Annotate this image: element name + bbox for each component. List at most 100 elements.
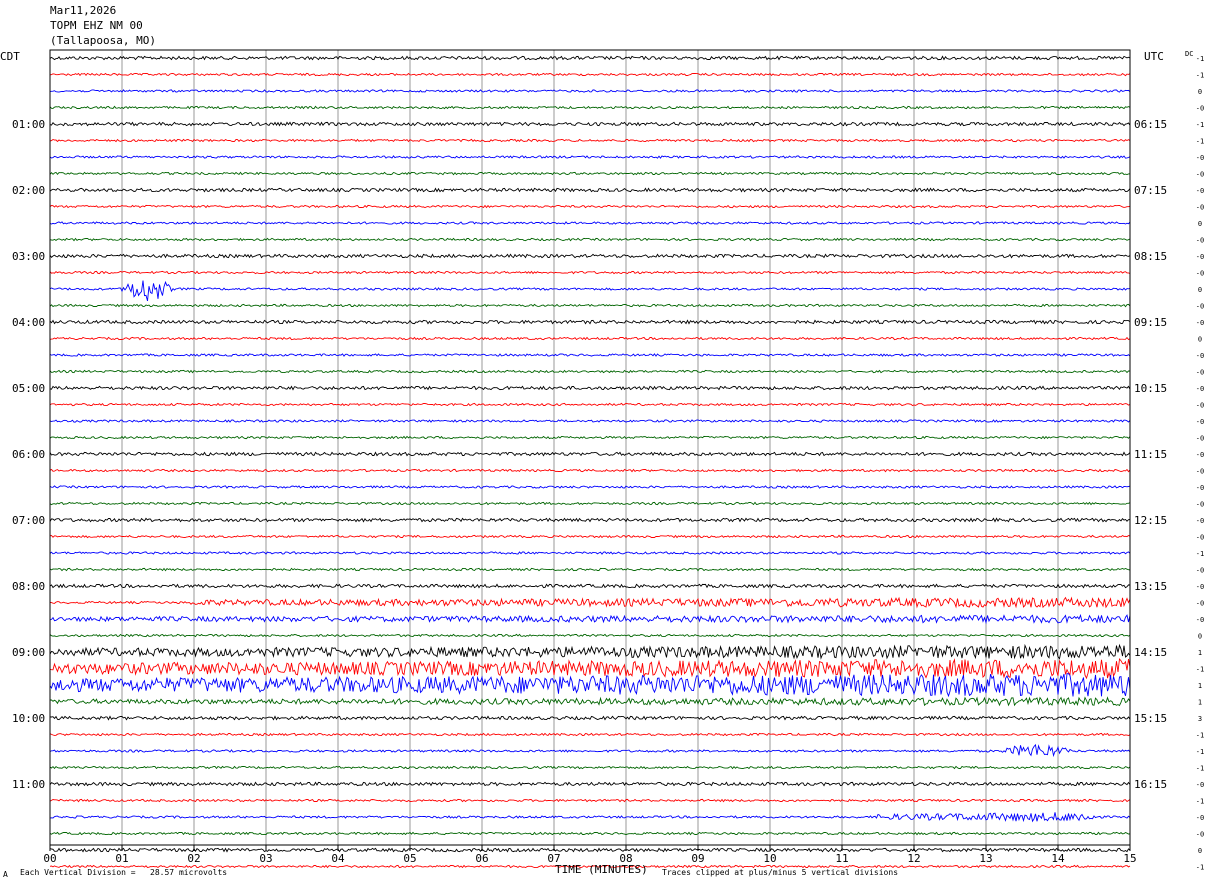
left-hour-label: 08:00 — [12, 580, 45, 593]
trace-line — [49, 613, 1131, 625]
x-tick-label: 06 — [475, 852, 488, 865]
trace-line — [49, 468, 1131, 473]
right-hour-label: 12:15 — [1134, 514, 1167, 527]
x-axis-title: TIME (MINUTES) — [555, 863, 648, 876]
dc-offset-value: -1 — [1196, 748, 1204, 756]
trace-line — [49, 831, 1131, 836]
dc-offset-value: -0 — [1196, 303, 1204, 311]
dc-offset-value: 0 — [1198, 88, 1202, 96]
trace-line — [49, 138, 1131, 143]
trace-line — [49, 55, 1131, 61]
trace-line — [49, 385, 1131, 391]
right-hour-label: 10:15 — [1134, 382, 1167, 395]
dc-offset-value: -0 — [1196, 253, 1204, 261]
trace-line — [49, 798, 1131, 803]
dc-offset-value: -1 — [1196, 864, 1204, 872]
dc-offset-value: -0 — [1196, 583, 1204, 591]
left-hour-label: 01:00 — [12, 118, 45, 131]
trace-line — [49, 643, 1131, 660]
dc-offset-value: 0 — [1198, 336, 1202, 344]
trace-line — [49, 534, 1131, 539]
dc-offset-value: -0 — [1196, 352, 1204, 360]
trace-line — [49, 435, 1131, 440]
dc-offset-value: -1 — [1196, 798, 1204, 806]
dc-offset-value: -0 — [1196, 814, 1204, 822]
right-hour-label: 08:15 — [1134, 250, 1167, 263]
trace-line — [49, 221, 1131, 225]
right-hour-label: 07:15 — [1134, 184, 1167, 197]
x-tick-label: 00 — [43, 852, 56, 865]
dc-offset-value: -0 — [1196, 171, 1204, 179]
x-tick-label: 12 — [907, 852, 920, 865]
trace-line — [49, 369, 1130, 374]
dc-offset-value: 0 — [1198, 633, 1202, 641]
plot-date: Mar11,2026 — [50, 4, 117, 17]
dc-offset-value: 0 — [1198, 847, 1202, 855]
trace-line — [49, 402, 1131, 407]
trace-line — [49, 501, 1131, 506]
dc-offset-value: -0 — [1196, 831, 1204, 839]
trace-line — [49, 583, 1131, 589]
dc-offset-value: -1 — [1196, 666, 1204, 674]
dc-offset-value: -0 — [1196, 105, 1204, 113]
x-tick-label: 10 — [763, 852, 776, 865]
dc-offset-value: -0 — [1196, 385, 1204, 393]
trace-line — [49, 485, 1131, 489]
dc-offset-value: -0 — [1196, 600, 1204, 608]
right-hour-label: 14:15 — [1134, 646, 1167, 659]
dc-offset-value: -0 — [1196, 616, 1204, 624]
trace-line — [49, 155, 1131, 159]
right-hour-label: 09:15 — [1134, 316, 1167, 329]
trace-line — [49, 89, 1131, 93]
trace-line — [49, 743, 1131, 758]
x-tick-label: 04 — [331, 852, 345, 865]
trace-line — [49, 419, 1131, 423]
trace-line — [49, 204, 1131, 209]
dc-offset-value: -0 — [1196, 534, 1204, 542]
dc-offset-value: 0 — [1198, 286, 1202, 294]
x-tick-label: 13 — [979, 852, 992, 865]
trace-line — [49, 596, 1131, 609]
trace-line — [49, 237, 1131, 242]
dc-offset-value: -0 — [1196, 270, 1204, 278]
dc-offset-value: -0 — [1196, 402, 1204, 410]
trace-line — [49, 517, 1131, 523]
right-hour-label: 13:15 — [1134, 580, 1167, 593]
dc-offset-value: -0 — [1196, 418, 1204, 426]
dc-offset-value: 3 — [1198, 715, 1202, 723]
x-tick-label: 03 — [259, 852, 272, 865]
trace-line — [49, 353, 1131, 357]
dc-offset-value: 0 — [1198, 220, 1202, 228]
trace-line — [49, 673, 1131, 698]
dc-offset-value: 1 — [1198, 682, 1202, 690]
left-hour-label: 11:00 — [12, 778, 45, 791]
x-tick-label: 02 — [187, 852, 200, 865]
dc-offset-value: -0 — [1196, 501, 1204, 509]
station-code: TOPM EHZ NM 00 — [50, 19, 143, 32]
station-location: (Tallapoosa, MO) — [50, 34, 156, 47]
trace-line — [49, 657, 1131, 680]
minute-gridlines — [49, 50, 1131, 851]
corner-mark: A — [3, 870, 8, 879]
dc-offset-value: -0 — [1196, 567, 1204, 575]
right-timezone-label: UTC — [1144, 50, 1164, 63]
trace-line — [49, 336, 1131, 341]
left-hour-label: 09:00 — [12, 646, 45, 659]
time-labels: 00 01 02 03 04 05 06 07 08 09 10 11 12 13 14 15-1-10-0-… — [12, 55, 1204, 872]
trace-line — [49, 280, 1131, 302]
trace-line — [49, 551, 1131, 555]
trace-line — [49, 715, 1131, 721]
right-hour-label: 16:15 — [1134, 778, 1167, 791]
dc-offset-value: -1 — [1196, 732, 1204, 740]
trace-line — [49, 732, 1131, 737]
trace-line — [49, 567, 1131, 572]
vertical-division-note: Each Vertical Division = 28.57 microvolt… — [20, 868, 228, 877]
trace-line — [49, 171, 1131, 176]
trace-line — [50, 696, 1131, 707]
trace-line — [49, 303, 1131, 308]
x-tick-label: 05 — [403, 852, 416, 865]
left-hour-label: 05:00 — [12, 382, 45, 395]
dc-offset-value: 1 — [1198, 649, 1202, 657]
dc-offset-value: -0 — [1196, 435, 1204, 443]
